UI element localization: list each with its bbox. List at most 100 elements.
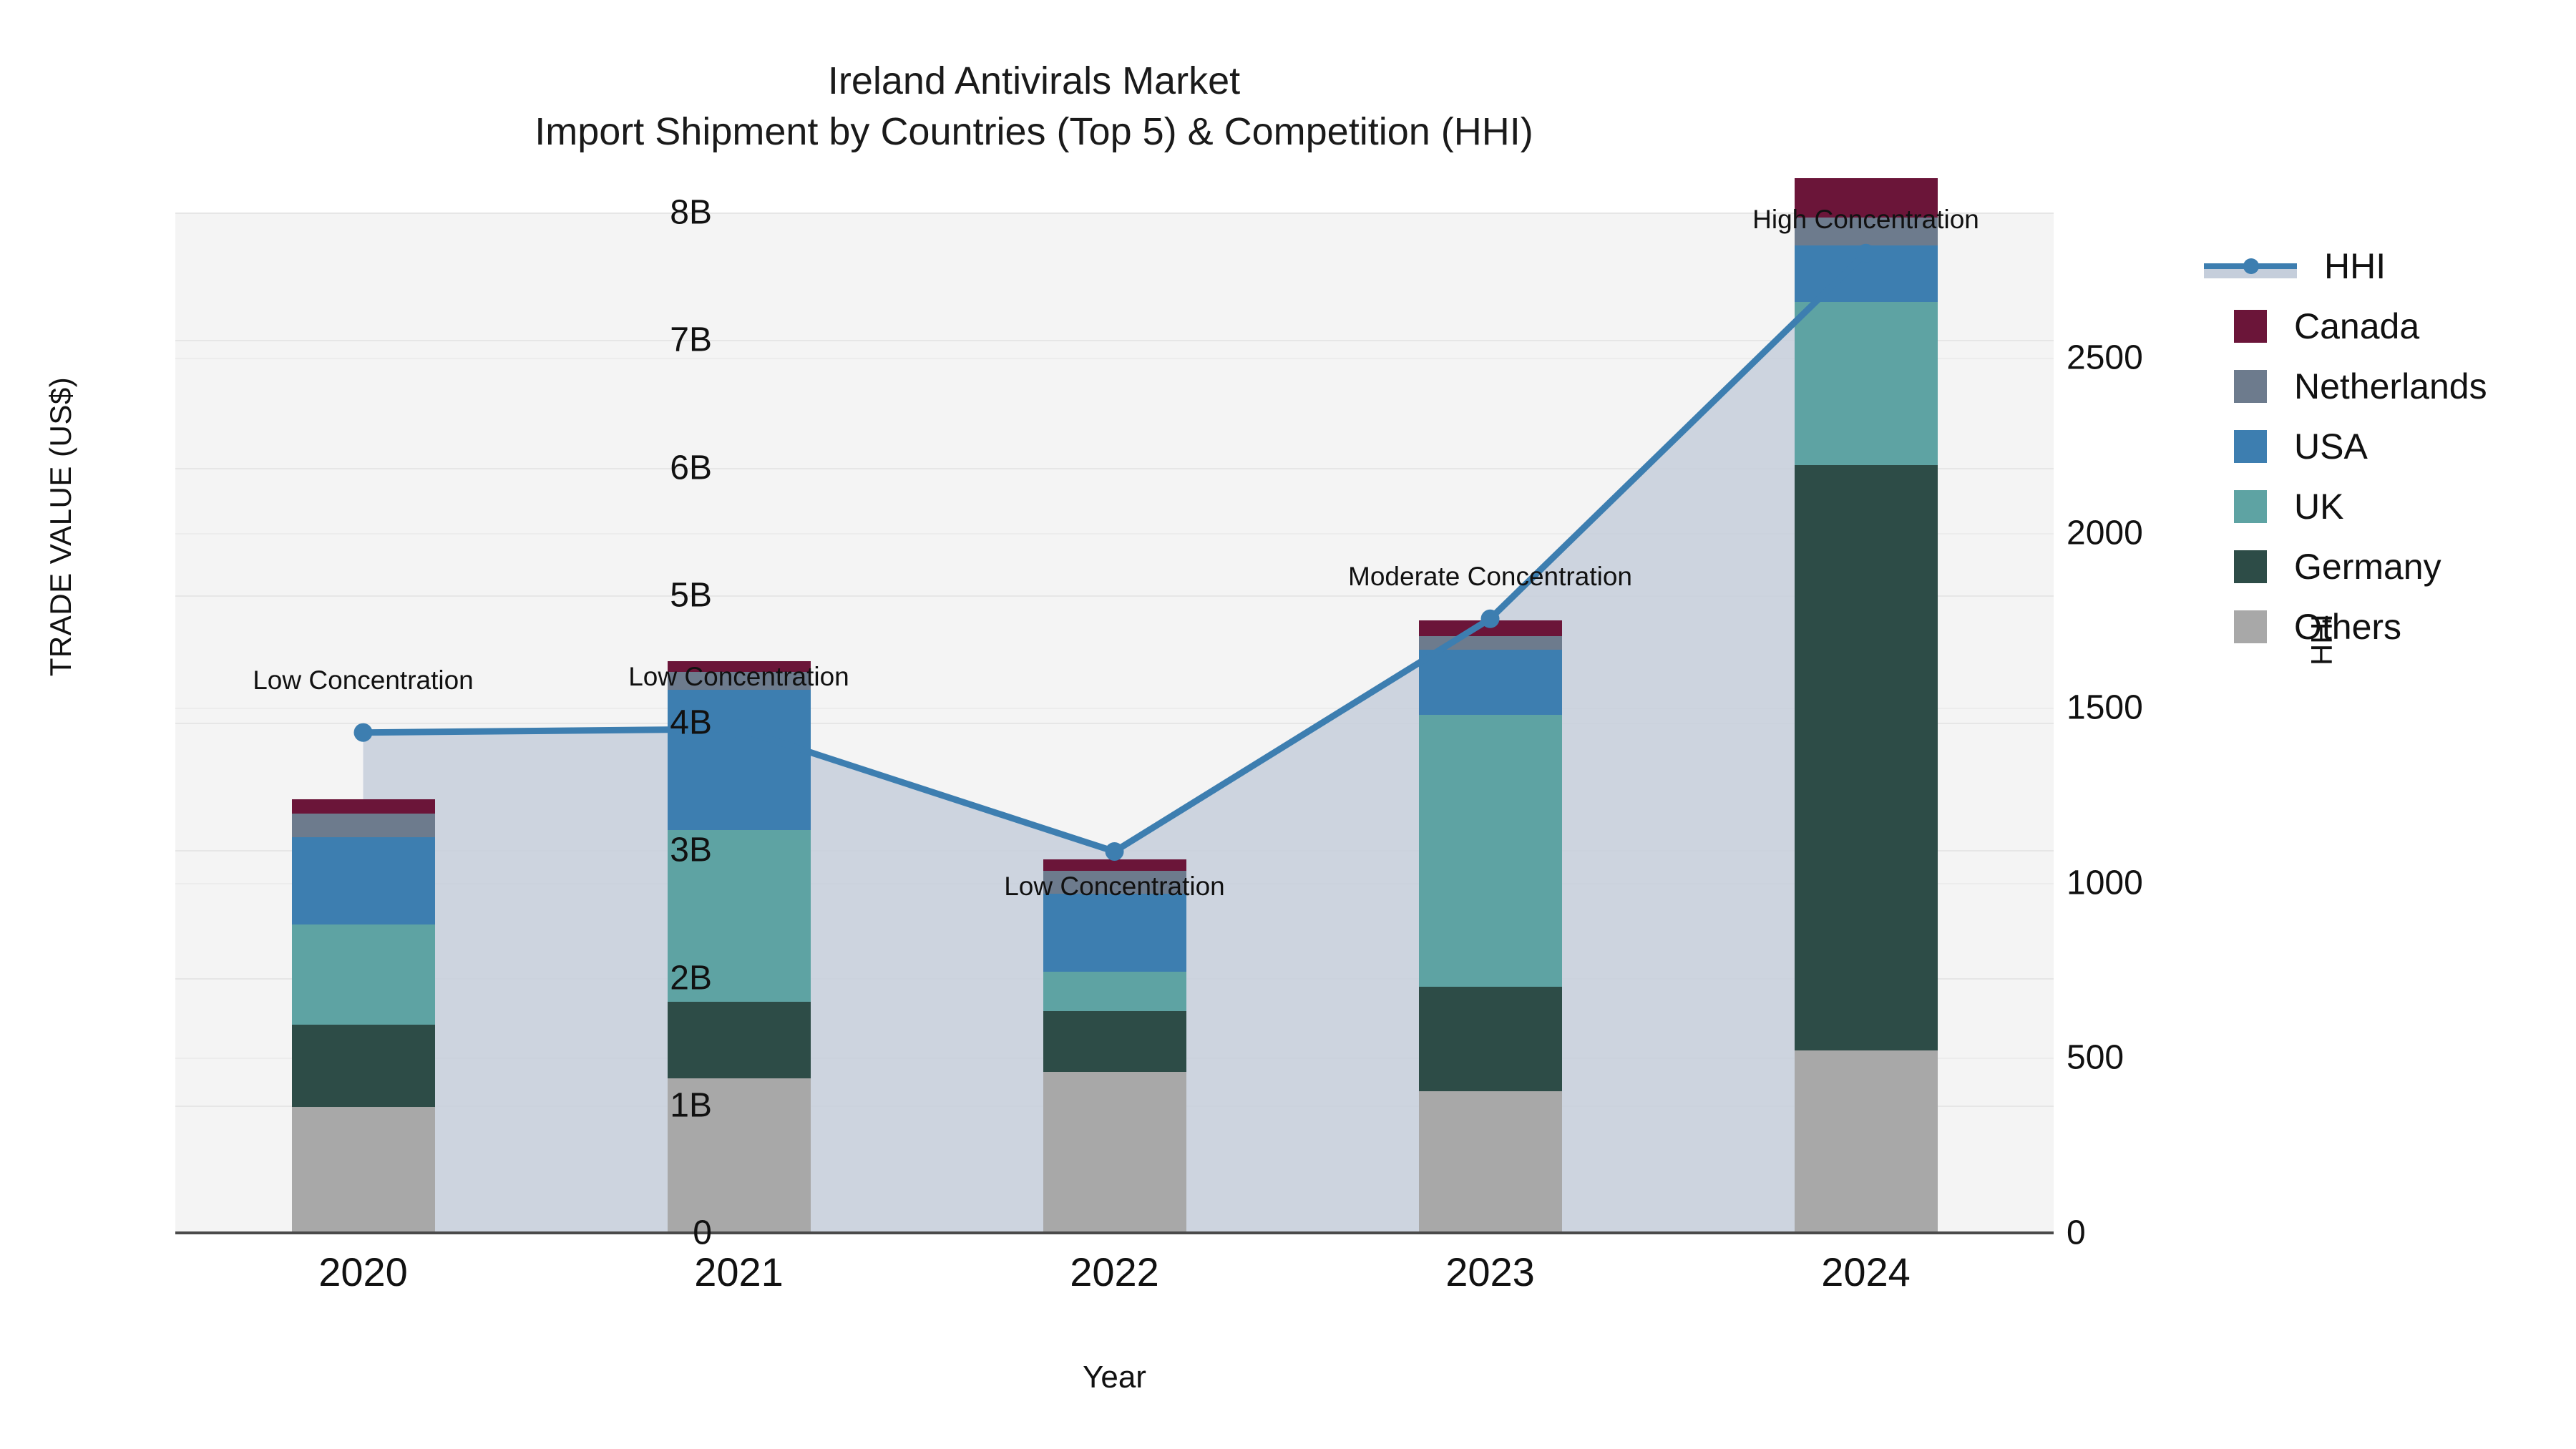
- bar-segment-usa[interactable]: [1418, 650, 1562, 716]
- legend-swatch-usa: [2234, 430, 2267, 463]
- x-tick-label-2020: 2020: [318, 1249, 408, 1294]
- legend-label: Canada: [2294, 306, 2420, 346]
- hhi-point-2023[interactable]: [1480, 609, 1500, 628]
- legend-swatch-canada: [2234, 310, 2267, 343]
- legend-item-canada[interactable]: Canada: [2204, 296, 2576, 356]
- bar-segment-uk[interactable]: [667, 829, 811, 1002]
- chart-title-line1: Ireland Antivirals Market: [827, 59, 1241, 102]
- y-axis-title: TRADE VALUE (US$): [44, 376, 77, 677]
- gridline: [175, 595, 2054, 597]
- chart-title-line2: Import Shipment by Countries (Top 5) & C…: [535, 110, 1533, 154]
- legend-label: USA: [2294, 426, 2368, 467]
- bar-segment-canada[interactable]: [1794, 177, 1938, 218]
- bar-segment-netherlands[interactable]: [1043, 870, 1186, 894]
- gridline: [175, 723, 2054, 724]
- bar-segment-others[interactable]: [1418, 1091, 1562, 1233]
- hhi-point-2021[interactable]: [729, 719, 748, 738]
- plot-area: [175, 177, 2054, 1234]
- bar-segment-canada[interactable]: [291, 799, 435, 814]
- bar-segment-germany[interactable]: [1794, 464, 1938, 1051]
- x-tick-label-2023: 2023: [1445, 1249, 1535, 1294]
- legend-item-others[interactable]: Others: [2204, 597, 2576, 657]
- y-tick-label: 2B: [670, 959, 712, 997]
- y-tick-label: 3B: [670, 831, 712, 869]
- bar-segment-canada[interactable]: [1418, 620, 1562, 636]
- bar-segment-germany[interactable]: [1418, 987, 1562, 1092]
- y-tick-label: 0: [693, 1214, 712, 1252]
- bar-segment-netherlands[interactable]: [667, 671, 811, 690]
- annotation-2023: Moderate Concentration: [1348, 561, 1632, 591]
- legend-item-netherlands[interactable]: Netherlands: [2204, 356, 2576, 416]
- bar-segment-canada[interactable]: [1043, 859, 1186, 871]
- bar-segment-others[interactable]: [1043, 1072, 1186, 1233]
- bar-2021[interactable]: [667, 213, 811, 1233]
- bar-segment-netherlands[interactable]: [291, 813, 435, 838]
- legend-label: Netherlands: [2294, 366, 2487, 406]
- chart-title: Ireland Antivirals Market Import Shipmen…: [0, 56, 2068, 158]
- x-axis-line: [175, 1231, 2054, 1234]
- bar-segment-germany[interactable]: [667, 1002, 811, 1079]
- x-tick-label-2021: 2021: [694, 1249, 784, 1294]
- bar-segment-usa[interactable]: [291, 837, 435, 924]
- bar-segment-uk[interactable]: [291, 924, 435, 1025]
- y-tick-label: 6B: [670, 449, 712, 487]
- bar-2022[interactable]: [1043, 213, 1186, 1233]
- bar-segment-netherlands[interactable]: [1794, 218, 1938, 246]
- legend-swatch-germany: [2234, 550, 2267, 583]
- bar-segment-uk[interactable]: [1794, 301, 1938, 465]
- gridline: [175, 467, 2054, 469]
- legend-item-germany[interactable]: Germany: [2204, 537, 2576, 597]
- legend-swatch-uk: [2234, 490, 2267, 523]
- annotation-2024: High Concentration: [1752, 204, 1979, 234]
- legend-item-hhi[interactable]: HHI: [2204, 236, 2576, 296]
- bar-segment-uk[interactable]: [1418, 715, 1562, 987]
- legend-label: Germany: [2294, 547, 2441, 587]
- bar-segment-others[interactable]: [667, 1078, 811, 1233]
- legend-swatch-netherlands: [2234, 370, 2267, 403]
- legend-label: HHI: [2324, 246, 2386, 286]
- bar-segment-germany[interactable]: [1043, 1010, 1186, 1073]
- y2-tick-label: 0: [2067, 1214, 2086, 1252]
- annotation-2022: Low Concentration: [1004, 871, 1225, 901]
- bar-segment-germany[interactable]: [291, 1025, 435, 1107]
- y-tick-label: 1B: [670, 1086, 712, 1125]
- legend-line-marker: [2204, 250, 2297, 283]
- gridline-secondary: [175, 708, 2054, 710]
- legend-label: UK: [2294, 487, 2344, 527]
- x-tick-label-2022: 2022: [1070, 1249, 1159, 1294]
- bar-segment-uk[interactable]: [1043, 971, 1186, 1011]
- y2-tick-label: 1000: [2067, 864, 2143, 902]
- y2-tick-label: 2000: [2067, 514, 2143, 552]
- y-tick-label: 7B: [670, 321, 712, 359]
- y2-tick-label: 500: [2067, 1038, 2124, 1077]
- bar-segment-others[interactable]: [1794, 1050, 1938, 1233]
- y-tick-label: 4B: [670, 703, 712, 742]
- gridline-secondary: [175, 358, 2054, 360]
- hhi-line-layer: [353, 243, 1875, 861]
- bar-segment-others[interactable]: [291, 1106, 435, 1233]
- bar-2023[interactable]: [1418, 213, 1562, 1233]
- legend-item-uk[interactable]: UK: [2204, 477, 2576, 537]
- hhi-point-2020[interactable]: [353, 723, 373, 742]
- hhi-point-2024[interactable]: [1856, 243, 1875, 263]
- y-tick-label: 8B: [670, 193, 712, 232]
- legend-item-usa[interactable]: USA: [2204, 416, 2576, 477]
- y2-tick-label: 1500: [2067, 688, 2143, 727]
- bar-segment-usa[interactable]: [1043, 893, 1186, 972]
- x-tick-label-2024: 2024: [1821, 1249, 1911, 1294]
- gridline: [175, 213, 2054, 214]
- y2-tick-label: 2500: [2067, 338, 2143, 377]
- y-tick-label: 5B: [670, 576, 712, 615]
- legend-label: Others: [2294, 607, 2402, 647]
- bar-segment-canada[interactable]: [667, 661, 811, 672]
- gridline-secondary: [175, 532, 2054, 535]
- bar-2020[interactable]: [291, 213, 435, 1233]
- hhi-point-2022[interactable]: [1105, 841, 1124, 861]
- bar-segment-usa[interactable]: [667, 689, 811, 830]
- gridline: [175, 340, 2054, 342]
- annotation-2021: Low Concentration: [628, 661, 849, 691]
- x-axis-title: Year: [1083, 1360, 1146, 1395]
- legend-line-dot: [2243, 258, 2259, 274]
- legend-swatch-others: [2234, 610, 2267, 643]
